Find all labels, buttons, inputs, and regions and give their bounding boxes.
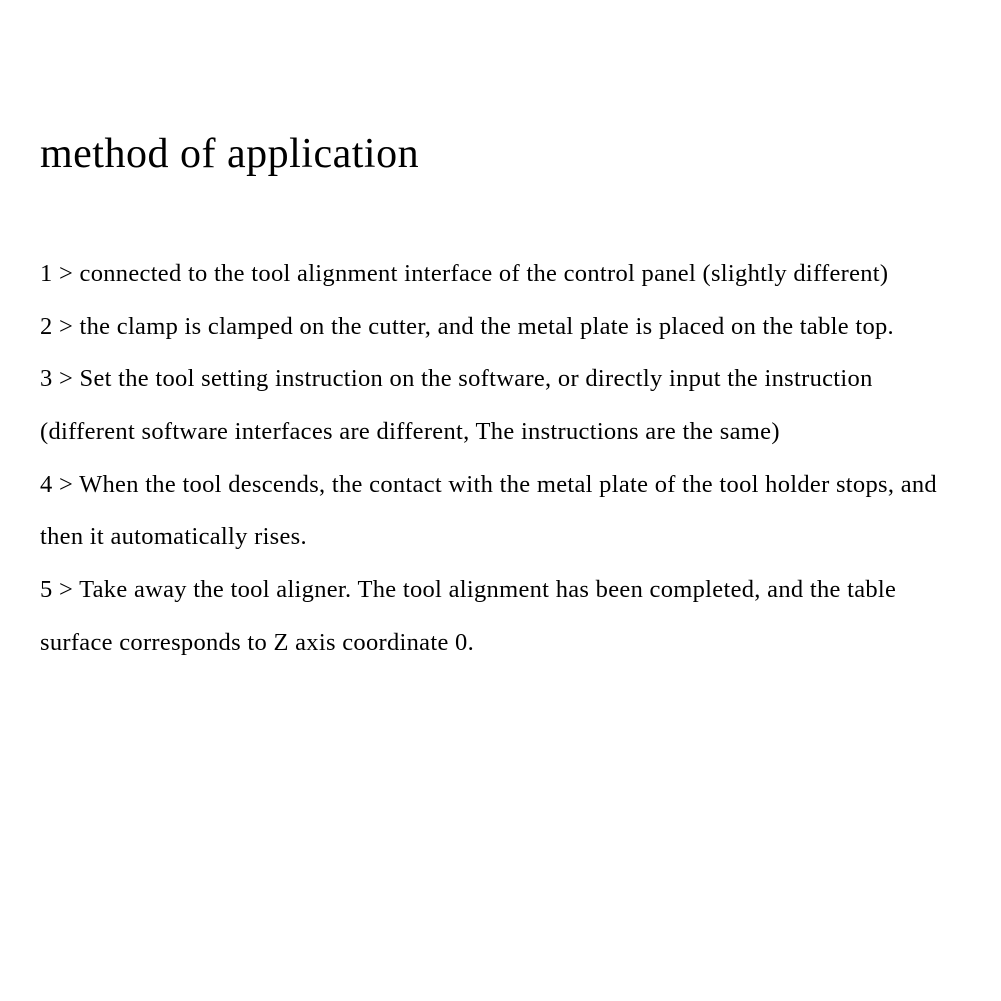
document-title: method of application: [40, 130, 961, 178]
step-item: 3 > Set the tool setting instruction on …: [40, 353, 961, 458]
step-item: 2 > the clamp is clamped on the cutter, …: [40, 301, 961, 354]
step-item: 4 > When the tool descends, the contact …: [40, 459, 961, 564]
step-item: 1 > connected to the tool alignment inte…: [40, 248, 961, 301]
steps-container: 1 > connected to the tool alignment inte…: [40, 248, 961, 669]
step-item: 5 > Take away the tool aligner. The tool…: [40, 564, 961, 669]
